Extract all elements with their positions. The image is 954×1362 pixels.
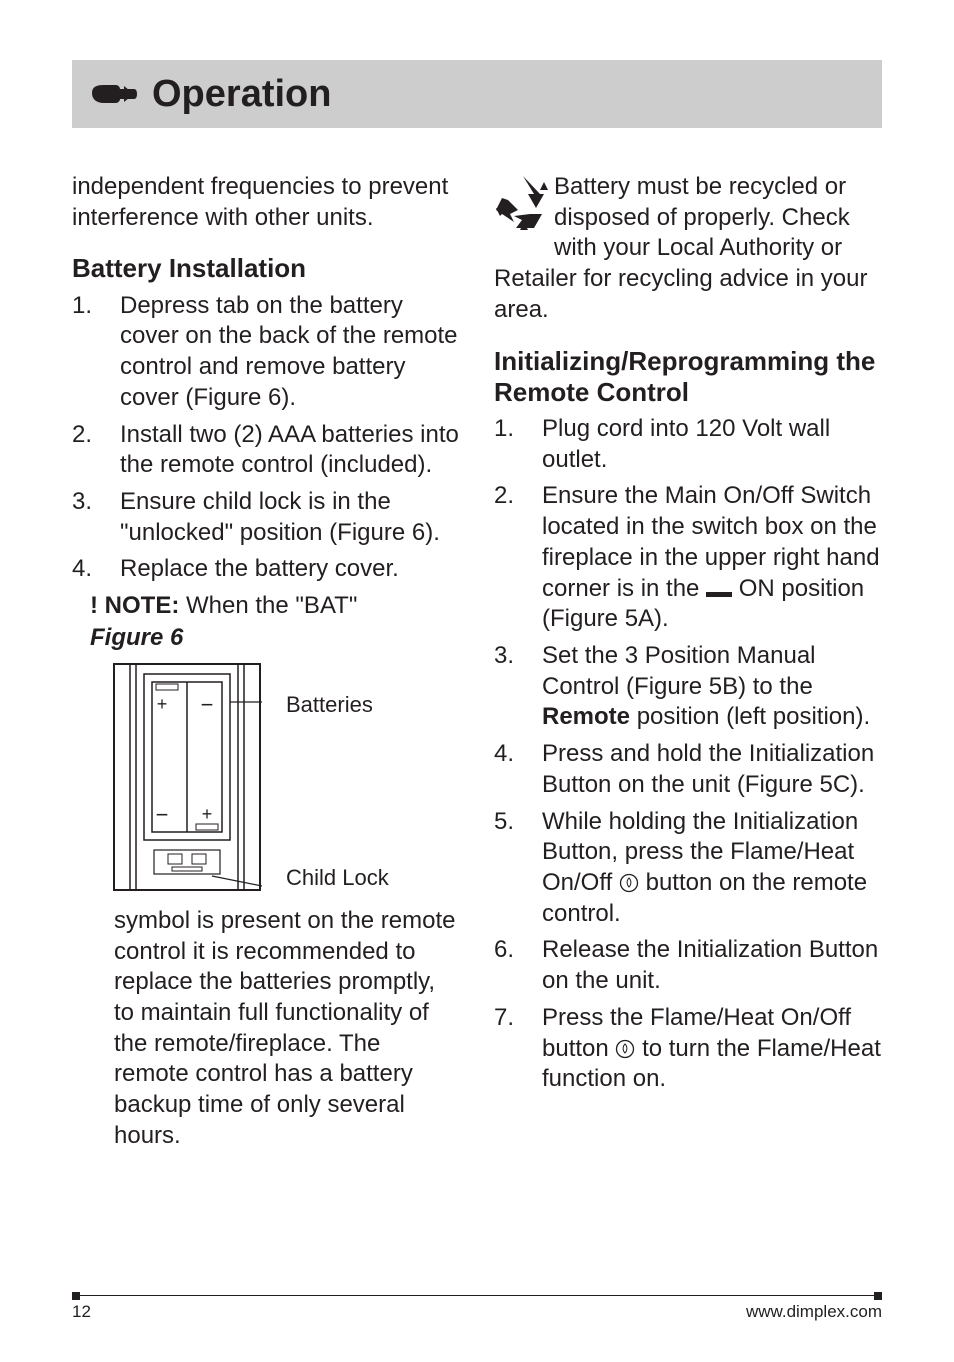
step-text: position (left position). — [630, 703, 870, 730]
svg-text:+: + — [202, 804, 213, 824]
list-item: Release the Initialization Button on the… — [494, 935, 882, 996]
note-label: NOTE: — [105, 592, 180, 619]
content-columns: independent frequencies to prevent inter… — [72, 172, 882, 1152]
list-item: Press the Flame/Heat On/Off button to tu… — [494, 1003, 882, 1095]
footer-mark-left — [72, 1292, 80, 1300]
step-text: Set the 3 Position Manual Control (Figur… — [542, 642, 816, 700]
pointing-hand-icon — [90, 75, 138, 113]
note-continued: symbol is present on the remote control … — [72, 906, 460, 1152]
list-item: Ensure child lock is in the "unlocked" p… — [72, 487, 460, 548]
recycle-icon — [494, 174, 552, 234]
list-item: Install two (2) AAA batteries into the r… — [72, 420, 460, 481]
initializing-steps-list: Plug cord into 120 Volt wall outlet. Ens… — [494, 414, 882, 1095]
right-column: Battery must be recycled or disposed of … — [494, 172, 882, 1152]
list-item: Set the 3 Position Manual Control (Figur… — [494, 641, 882, 733]
flame-button-icon — [615, 1039, 635, 1059]
left-column: independent frequencies to prevent inter… — [72, 172, 460, 1152]
section-header-band: Operation — [72, 60, 882, 128]
note-text: When the "BAT" — [186, 592, 357, 619]
intro-text: independent frequencies to prevent inter… — [72, 172, 460, 233]
figure-6-caption: Figure 6 — [72, 624, 460, 652]
flame-button-icon — [619, 873, 639, 893]
svg-text:−: − — [156, 802, 169, 827]
svg-text:−: − — [201, 692, 214, 717]
list-item: Press and hold the Initialization Button… — [494, 739, 882, 800]
list-item: While holding the Initialization Button,… — [494, 807, 882, 930]
list-item: Replace the battery cover. — [72, 554, 460, 585]
page-number: 12 — [72, 1302, 91, 1322]
switch-on-icon — [706, 589, 732, 599]
battery-steps-list: Depress tab on the battery cover on the … — [72, 291, 460, 585]
list-item: Depress tab on the battery cover on the … — [72, 291, 460, 414]
note-bang: ! — [90, 592, 98, 619]
footer-mark-right — [874, 1292, 882, 1300]
remote-bold: Remote — [542, 703, 630, 730]
page: Operation independent frequencies to pre… — [0, 0, 954, 1362]
list-item: Plug cord into 120 Volt wall outlet. — [494, 414, 882, 475]
list-item: Ensure the Main On/Off Switch located in… — [494, 481, 882, 635]
recycle-notice: Battery must be recycled or disposed of … — [494, 172, 882, 326]
note-line: ! NOTE: When the "BAT" — [72, 591, 460, 622]
figure-6: + − − + Batteries — [72, 662, 460, 892]
batteries-label: Batteries — [286, 692, 389, 718]
figure-labels: Batteries Child Lock — [286, 662, 389, 892]
initializing-heading: Initializing/Reprogramming the Remote Co… — [494, 346, 882, 408]
page-footer: 12 www.dimplex.com — [72, 1295, 882, 1322]
battery-installation-heading: Battery Installation — [72, 253, 460, 284]
remote-back-diagram: + − − + — [112, 662, 262, 892]
child-lock-label: Child Lock — [286, 865, 389, 891]
svg-text:+: + — [157, 694, 168, 714]
footer-url: www.dimplex.com — [746, 1302, 882, 1322]
section-title: Operation — [152, 73, 331, 116]
